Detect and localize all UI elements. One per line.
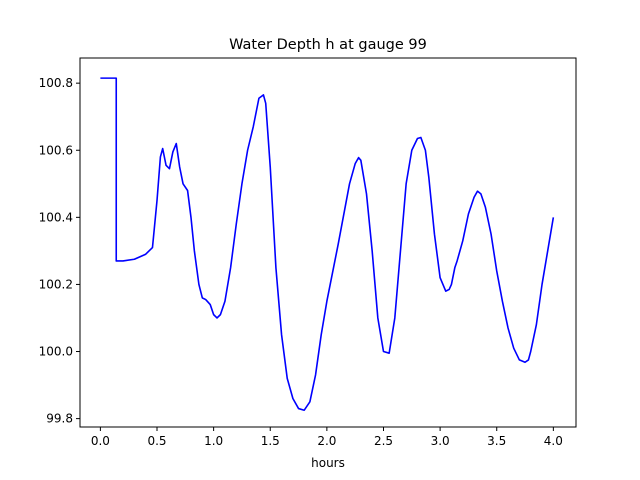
x-tick-label: 0.5 — [147, 434, 166, 448]
series-line-0 — [100, 77, 555, 412]
x-tick-label: 3.5 — [487, 434, 506, 448]
y-tick-label: 100.4 — [39, 210, 73, 224]
x-tick-label: 0.0 — [91, 434, 110, 448]
y-tick-label: 100.8 — [39, 76, 73, 90]
x-tick-label: 2.0 — [317, 434, 336, 448]
x-axis-label: hours — [311, 456, 345, 470]
axes-frame — [79, 57, 577, 428]
y-tick-label: 100.2 — [39, 277, 73, 291]
x-tick-label: 2.5 — [374, 434, 393, 448]
y-tick-label: 100.0 — [39, 345, 73, 359]
chart-title: Water Depth h at gauge 99 — [229, 37, 427, 53]
x-tick-label: 4.0 — [544, 434, 563, 448]
axis-ticks: 0.0 0.5 1.0 1.5 2.0 2.5 3.0 3.5 4.0 99.8 100.0 100.… — [39, 76, 563, 448]
x-tick-label: 1.5 — [261, 434, 280, 448]
y-tick-label: 99.8 — [46, 412, 73, 426]
y-tick-label: 100.6 — [39, 143, 73, 157]
plot-area — [79, 57, 577, 428]
x-tick-label: 1.0 — [204, 434, 223, 448]
x-tick-label: 3.0 — [431, 434, 450, 448]
